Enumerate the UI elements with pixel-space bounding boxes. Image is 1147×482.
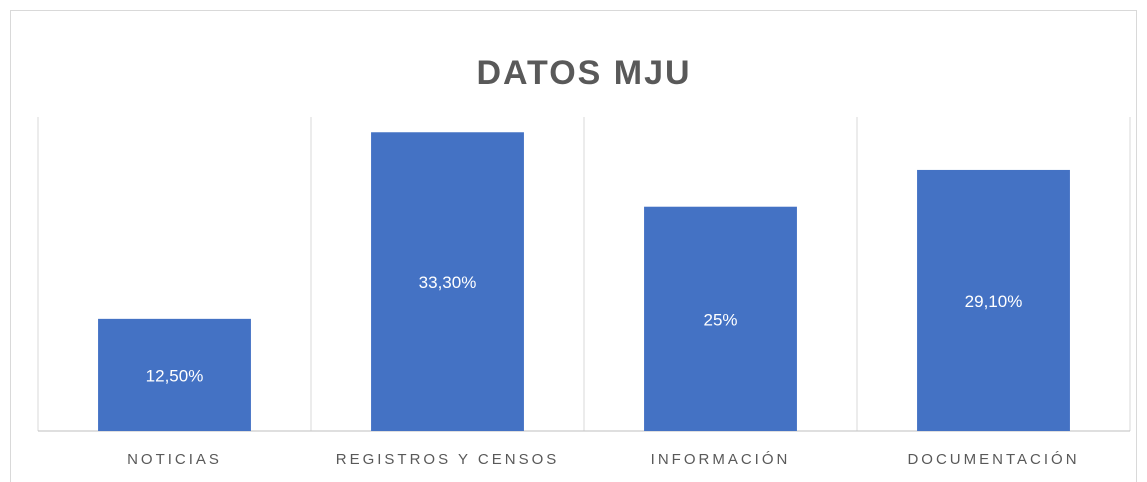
value-label: 12,50% bbox=[146, 366, 204, 385]
bar bbox=[371, 132, 524, 431]
x-tick-label: DOCUMENTACIÓN bbox=[907, 451, 1079, 468]
x-tick-label: INFORMACIÓN bbox=[651, 451, 791, 468]
x-tick-label: NOTICIAS bbox=[127, 451, 222, 468]
bar bbox=[98, 318, 251, 431]
value-label: 25% bbox=[703, 310, 737, 329]
value-label: 29,10% bbox=[965, 292, 1023, 311]
chart-title: DATOS MJU bbox=[476, 54, 691, 92]
x-tick-label: REGISTROS Y CENSOS bbox=[336, 451, 560, 468]
value-label: 33,30% bbox=[419, 273, 477, 292]
bar bbox=[644, 206, 797, 431]
bar bbox=[917, 169, 1070, 431]
